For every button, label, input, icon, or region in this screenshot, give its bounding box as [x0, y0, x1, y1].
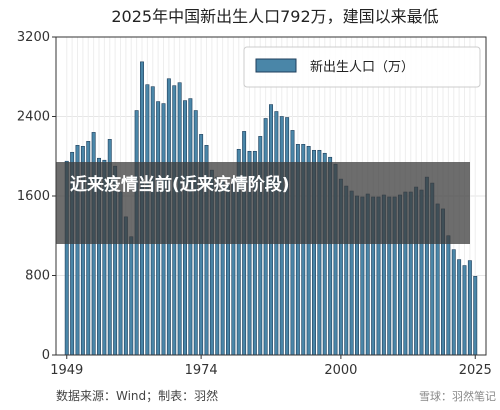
bar-2025: [473, 275, 478, 356]
bar-2023: [462, 265, 467, 356]
x-tick-label: 2025: [459, 363, 492, 378]
legend-label: 新出生人口（万）: [310, 59, 414, 75]
bar-2022: [457, 259, 462, 356]
y-axis-ticks: 0 800 1600 2400 3200: [17, 30, 56, 363]
watermark: 雪球：羽然笔记: [419, 389, 496, 403]
legend-frame: [243, 46, 481, 88]
y-tick-label: 3200: [17, 30, 50, 45]
bar-2020: [446, 235, 451, 356]
y-tick-label: 1600: [17, 189, 50, 204]
chart-title: 2025年中国新出生人口792万，建国以来最低: [111, 7, 438, 26]
x-axis-ticks: 1949 1974 2000 2025: [50, 355, 492, 378]
overlay-text: 近来疫情当前(近来疫情阶段): [70, 175, 290, 195]
source-note: 数据来源：Wind；制表：羽然: [56, 388, 218, 403]
legend-swatch: [255, 58, 297, 73]
y-tick-label: 2400: [17, 110, 50, 125]
bar-1961: [129, 236, 134, 356]
x-tick-label: 1974: [185, 363, 218, 378]
bar-2024: [467, 260, 472, 356]
news-overlay: [56, 162, 470, 244]
legend: 新出生人口（万）: [243, 46, 481, 88]
x-tick-label: 2000: [324, 363, 357, 378]
bar-2021: [451, 249, 456, 356]
y-tick-label: 800: [25, 269, 50, 284]
x-tick-label: 1949: [50, 363, 83, 378]
y-tick-label: 0: [42, 348, 50, 363]
